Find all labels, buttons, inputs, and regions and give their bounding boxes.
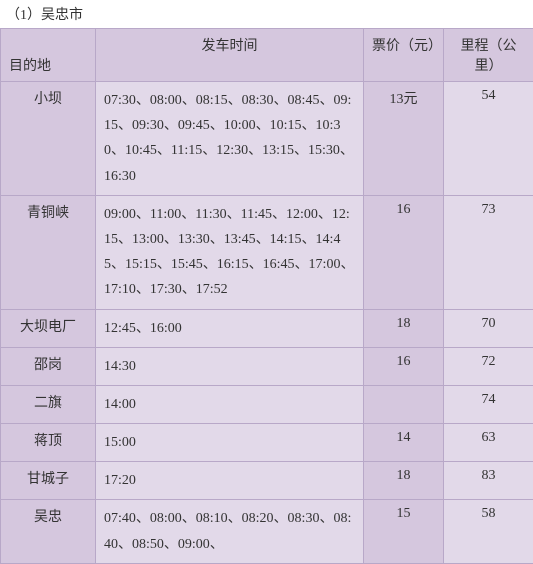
cell-distance: 72: [444, 347, 533, 385]
header-row: 目的地 发车时间 票价（元） 里程（公里）: [1, 29, 533, 82]
cell-destination: 邵岗: [1, 347, 96, 385]
cell-destination: 蒋顶: [1, 424, 96, 462]
cell-destination: 吴忠: [1, 500, 96, 563]
cell-price: [364, 385, 444, 423]
cell-times: 14:00: [96, 385, 364, 423]
cell-distance: 74: [444, 385, 533, 423]
cell-times: 07:30、08:00、08:15、08:30、08:45、09:15、09:3…: [96, 82, 364, 196]
header-distance: 里程（公里）: [444, 29, 533, 82]
table-row: 大坝电厂12:45、16:001870: [1, 309, 533, 347]
cell-destination: 甘城子: [1, 462, 96, 500]
header-price: 票价（元）: [364, 29, 444, 82]
cell-distance: 83: [444, 462, 533, 500]
cell-destination: 大坝电厂: [1, 309, 96, 347]
cell-distance: 63: [444, 424, 533, 462]
section-title: （1）吴忠市: [0, 0, 533, 28]
cell-price: 15: [364, 500, 444, 563]
table-row: 甘城子17:201883: [1, 462, 533, 500]
cell-price: 18: [364, 462, 444, 500]
cell-destination: 二旗: [1, 385, 96, 423]
cell-price: 18: [364, 309, 444, 347]
cell-distance: 70: [444, 309, 533, 347]
cell-times: 09:00、11:00、11:30、11:45、12:00、12:15、13:0…: [96, 195, 364, 309]
cell-times: 12:45、16:00: [96, 309, 364, 347]
cell-distance: 54: [444, 82, 533, 196]
cell-price: 16: [364, 195, 444, 309]
cell-destination: 小坝: [1, 82, 96, 196]
cell-times: 15:00: [96, 424, 364, 462]
cell-destination: 青铜峡: [1, 195, 96, 309]
table-row: 吴忠07:40、08:00、08:10、08:20、08:30、08:40、08…: [1, 500, 533, 563]
schedule-container: （1）吴忠市 目的地 发车时间 票价（元） 里程（公里） 小坝07:30、08:…: [0, 0, 533, 564]
cell-distance: 58: [444, 500, 533, 563]
table-row: 蒋顶15:001463: [1, 424, 533, 462]
cell-times: 17:20: [96, 462, 364, 500]
table-row: 二旗14:00 74: [1, 385, 533, 423]
table-row: 青铜峡09:00、11:00、11:30、11:45、12:00、12:15、1…: [1, 195, 533, 309]
cell-distance: 73: [444, 195, 533, 309]
cell-times: 14:30: [96, 347, 364, 385]
cell-price: 14: [364, 424, 444, 462]
cell-price: 13元: [364, 82, 444, 196]
table-row: 邵岗14:301672: [1, 347, 533, 385]
table-row: 小坝07:30、08:00、08:15、08:30、08:45、09:15、09…: [1, 82, 533, 196]
header-departure: 发车时间: [96, 29, 364, 82]
header-destination: 目的地: [1, 29, 96, 82]
schedule-table: 目的地 发车时间 票价（元） 里程（公里） 小坝07:30、08:00、08:1…: [0, 28, 533, 564]
cell-price: 16: [364, 347, 444, 385]
cell-times: 07:40、08:00、08:10、08:20、08:30、08:40、08:5…: [96, 500, 364, 563]
